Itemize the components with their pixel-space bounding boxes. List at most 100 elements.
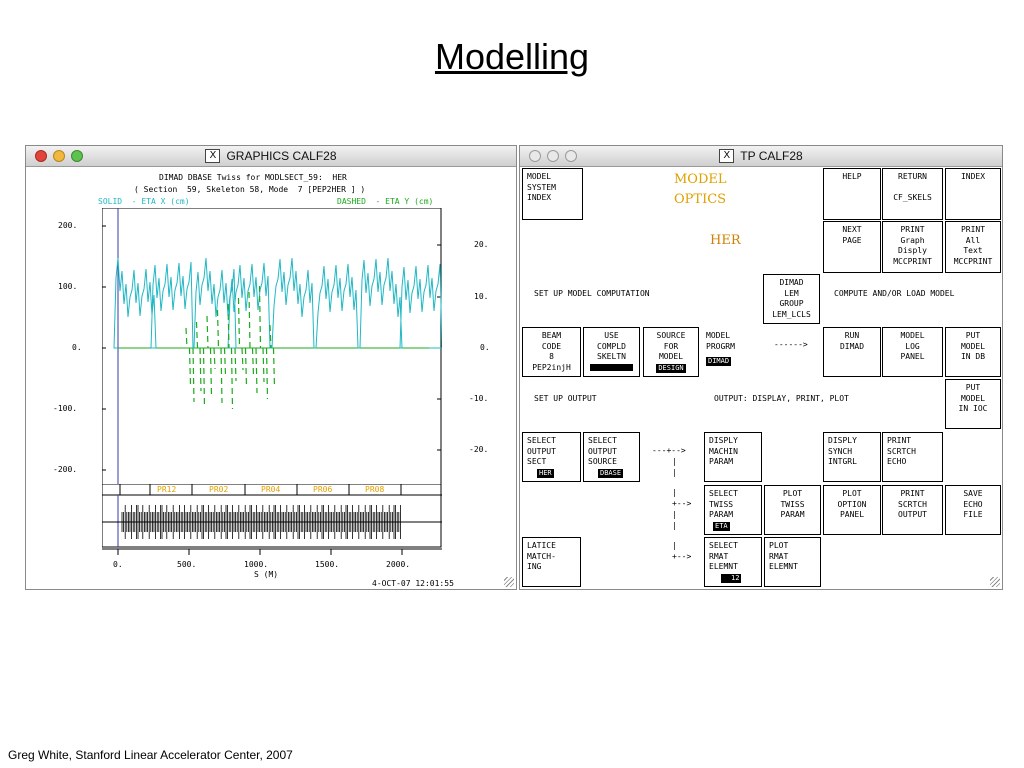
eta-y-segment [185,327,188,349]
dimad-lem-group-button[interactable]: DIMAD LEM GROUP LEM_LCLS [763,274,820,324]
button-label: PUT MODEL IN IOC [958,383,988,413]
eta-y-segment [188,347,192,386]
region-label: PR12 [157,485,177,494]
lattice-strip [102,484,442,548]
output-display-label: OUTPUT: DISPLAY, PRINT, PLOT [714,394,849,403]
button-label: SELECT RMAT ELEMNT [709,541,738,571]
tp-window-title: TP CALF28 [740,149,803,163]
region-dividers [119,484,402,495]
y-tick-left: 100. [58,282,78,291]
pipe: | [672,468,677,477]
resize-grip-icon[interactable] [504,577,514,587]
eta-y-segment [202,347,206,409]
index-button[interactable]: INDEX [945,168,1001,220]
use-compld-value [590,363,633,371]
button-label: DISPLY SYNCH INTGRL [828,436,857,466]
x-tick: 1000. [244,560,269,569]
tp-window: X TP CALF28 MODEL OPTICS HER MODEL SYSTEM… [519,145,1003,590]
print-scrtch-output-button[interactable]: PRINT SCRTCH OUTPUT [882,485,943,535]
button-label: SOURCE FOR MODEL [656,331,686,361]
y-tick-left: -200. [53,465,78,474]
y-tick-right: -10. [469,394,489,403]
print-all-text-button[interactable]: PRINT All Text MCCPRINT [945,221,1001,273]
eta-y-segment [199,347,202,392]
button-label: PRINT SCRTCH ECHO [887,436,916,466]
use-compld-skeltn-button[interactable]: USE COMPLD SKELTN [583,327,640,377]
next-page-button[interactable]: NEXT PAGE [823,221,881,273]
eta-y-segment [206,315,209,349]
print-graph-button[interactable]: PRINT Graph Disply MCCPRINT [882,221,943,273]
plot-rmat-elemnt-button[interactable]: PLOT RMAT ELEMNT [764,537,821,587]
button-label: MODEL SYSTEM INDEX [527,172,556,202]
region-label: PR06 [313,485,333,494]
disply-machin-param-button[interactable]: DISPLY MACHIN PARAM [704,432,762,482]
select-output-source-button[interactable]: SELECT OUTPUT SOURCE DBASE [583,432,640,482]
select-rmat-elemnt-button[interactable]: SELECT RMAT ELEMNT 12 [704,537,762,587]
model-progrm-button[interactable]: MODEL PROGRM DIMAD [701,327,761,377]
eta-y-series [185,285,276,410]
button-label: PLOT TWISS PARAM [780,489,805,519]
put-model-db-button[interactable]: PUT MODEL IN DB [945,327,1001,377]
x-axis [102,548,442,555]
model-log-panel-button[interactable]: MODEL LOG PANEL [882,327,943,377]
button-label: MODEL PROGRM [706,331,735,351]
select-output-sect-button[interactable]: SELECT OUTPUT SECT HER [522,432,581,482]
save-echo-file-button[interactable]: SAVE ECHO FILE [945,485,1001,535]
help-button[interactable]: HELP [823,168,881,220]
button-label: DISPLY MACHIN PARAM [709,436,738,466]
disply-synch-intgrl-button[interactable]: DISPLY SYNCH INTGRL [823,432,881,482]
y-tick-right: -20. [469,445,489,454]
button-label: SELECT OUTPUT SOURCE [588,436,617,466]
tp-titlebar[interactable]: X TP CALF28 [520,146,1002,167]
pipe: | [672,457,677,466]
zoom-button[interactable] [71,150,83,162]
button-label: SELECT TWISS PARAM [709,489,738,519]
eta-y-segment [251,347,255,377]
region-label: PR08 [365,485,385,494]
legend-dashed: DASHED - ETA Y (cm) [337,197,434,206]
eta-y-segment [227,303,230,349]
button-label: LATICE MATCH- ING [527,541,556,571]
region-label: PR04 [261,485,281,494]
heading-line1: MODEL [674,172,727,187]
eta-y-segment [244,347,248,388]
latice-matching-button[interactable]: LATICE MATCH- ING [522,537,581,587]
eta-y-segment [223,347,227,376]
pipe: | [672,510,677,519]
source-for-model-value: DESIGN [656,363,686,373]
model-system-index-button[interactable]: MODEL SYSTEM INDEX [522,168,583,220]
zoom-button[interactable] [565,150,577,162]
x11-icon: X [719,149,735,163]
select-twiss-param-button[interactable]: SELECT TWISS PARAM ETA [704,485,762,535]
x11-icon: X [205,149,221,163]
return-button[interactable]: RETURN CF_SKELS [882,168,943,220]
close-button[interactable] [529,150,541,162]
model-arrow: ------> [774,340,808,349]
y-tick-left: -100. [53,404,78,413]
button-label: DIMAD LEM GROUP LEM_LCLS [772,278,811,319]
eta-y-segment [262,347,265,383]
plot-twiss-param-button[interactable]: PLOT TWISS PARAM [764,485,821,535]
heading-line2: OPTICS [674,192,727,207]
button-label: USE COMPLD SKELTN [597,331,626,361]
resize-grip-icon[interactable] [990,577,1000,587]
run-dimad-button[interactable]: RUN DIMAD [823,327,881,377]
eta-y-segment [241,347,244,371]
x-tick: 1500. [315,560,340,569]
eta-y-segment [213,347,216,370]
beam-code-button[interactable]: BEAM CODE 8 PEP2injH [522,327,581,377]
eta-y-segment [265,347,269,400]
graphics-titlebar[interactable]: X GRAPHICS CALF28 [26,146,516,167]
eta-y-segment [269,324,272,349]
plot-option-panel-button[interactable]: PLOT OPTION PANEL [823,485,881,535]
source-for-model-button[interactable]: SOURCE FOR MODEL DESIGN [643,327,699,377]
eta-y-segment [255,347,258,394]
minimize-button[interactable] [53,150,65,162]
model-progrm-value: DIMAD [706,357,732,366]
eta-y-segment [237,297,241,349]
print-scrtch-echo-button[interactable]: PRINT SCRTCH ECHO [882,432,943,482]
minimize-button[interactable] [547,150,559,162]
close-button[interactable] [35,150,47,162]
region-label: PR02 [209,485,229,494]
put-model-ioc-button[interactable]: PUT MODEL IN IOC [945,379,1001,429]
